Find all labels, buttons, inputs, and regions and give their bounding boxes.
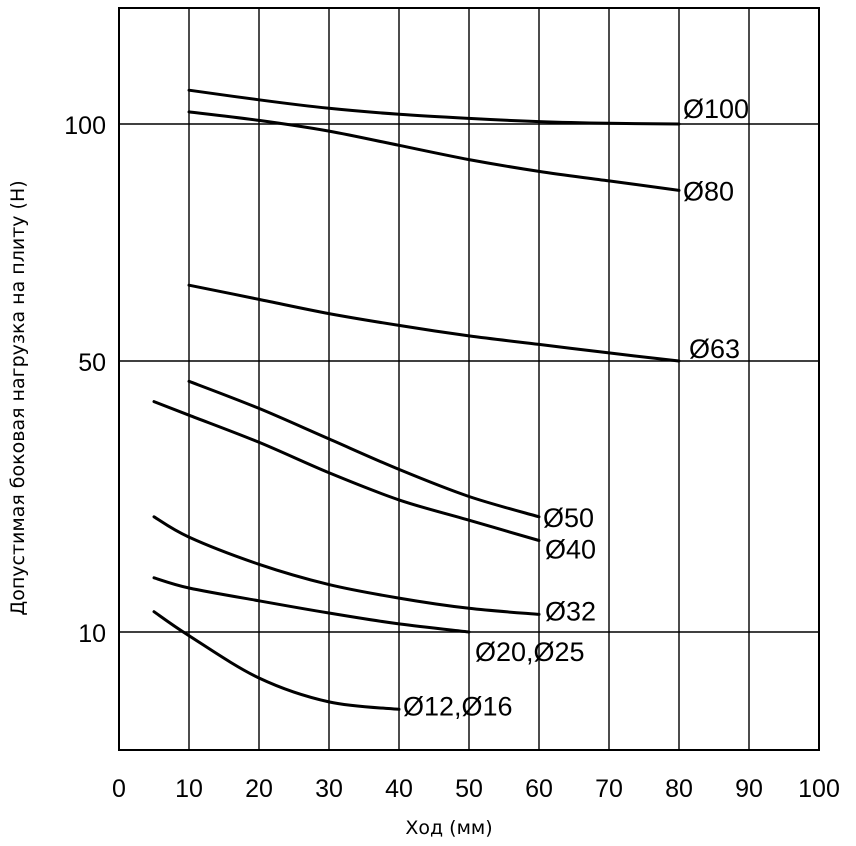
series-line-80 (187, 110, 681, 192)
x-tick-label: 40 (385, 775, 413, 803)
series-label-63: Ø63 (689, 334, 740, 364)
series-label-50: Ø50 (543, 503, 594, 533)
series-line-63 (187, 283, 681, 363)
x-tick-label: 60 (525, 775, 553, 803)
series-label-80: Ø80 (683, 176, 734, 206)
x-tick-label: 20 (245, 775, 273, 803)
series-line-40 (152, 400, 541, 542)
series-line-20-25 (152, 576, 471, 634)
x-tick-label: 80 (665, 775, 693, 803)
plot-frame (118, 7, 820, 751)
x-tick-label: 10 (175, 775, 203, 803)
x-tick-label: 70 (595, 775, 623, 803)
series-label-20-25: Ø20,Ø25 (475, 637, 585, 667)
series-label-12-16: Ø12,Ø16 (403, 691, 513, 721)
series-label-100: Ø100 (683, 94, 749, 124)
series-line-100 (187, 88, 681, 126)
series-line-32 (152, 515, 541, 616)
y-tick-label: 10 (78, 620, 106, 648)
y-tick-label: 50 (78, 349, 106, 377)
x-tick-label: 0 (112, 775, 126, 803)
x-tick-label: 30 (315, 775, 343, 803)
series-line-12-16 (152, 610, 401, 711)
x-tick-label: 50 (455, 775, 483, 803)
series-label-32: Ø32 (545, 596, 596, 626)
x-axis-title: Ход (мм) (405, 817, 492, 839)
x-tick-label: 90 (735, 775, 763, 803)
series-line-50 (187, 379, 541, 519)
y-tick-label: 100 (64, 112, 106, 140)
series-label-40: Ø40 (545, 535, 596, 565)
curve-layer (152, 88, 681, 711)
x-tick-label: 100 (798, 775, 840, 803)
y-axis-title: Допустимая боковая нагрузка на плиту (Н) (7, 180, 29, 615)
tick-layer: 0 10 20 30 40 50 60 70 80 90 100 10 50 100 (64, 112, 840, 803)
